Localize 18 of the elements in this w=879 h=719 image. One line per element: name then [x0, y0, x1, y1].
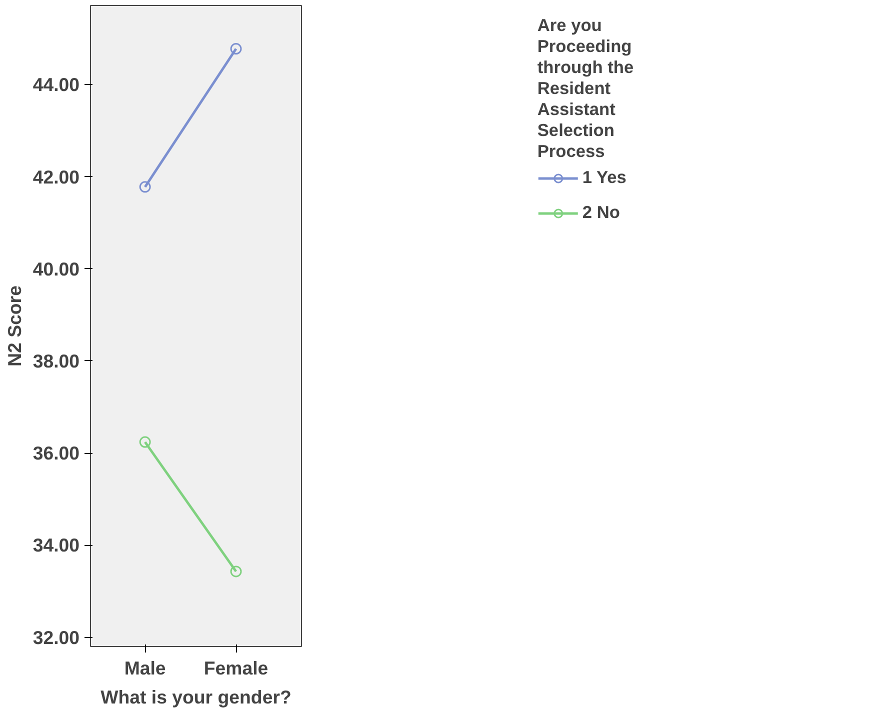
y-tick-label: 40.00 — [32, 258, 80, 280]
y-tick-label: 42.00 — [32, 166, 80, 188]
point — [139, 181, 151, 193]
y-tick-label: 32.00 — [32, 626, 80, 648]
point — [139, 436, 151, 448]
legend-label: 1 Yes — [582, 167, 626, 188]
y-tick-label: 44.00 — [32, 74, 80, 96]
y-tick-label: 38.00 — [32, 350, 80, 372]
x-axis-title: What is your gender? — [100, 686, 292, 708]
x-tick-label: Female — [204, 658, 268, 678]
legend-title: Are you Proceeding through the Resident Assistant Selection Process — [537, 15, 634, 162]
point — [230, 43, 242, 55]
x-tick-label: Male — [124, 658, 166, 678]
legend-label: 2 No — [582, 202, 620, 223]
y-tick-label: 34.00 — [32, 534, 80, 556]
y-tick-label: 36.00 — [32, 442, 80, 464]
y-axis-title: N2 Score — [4, 286, 25, 366]
point — [230, 566, 242, 578]
